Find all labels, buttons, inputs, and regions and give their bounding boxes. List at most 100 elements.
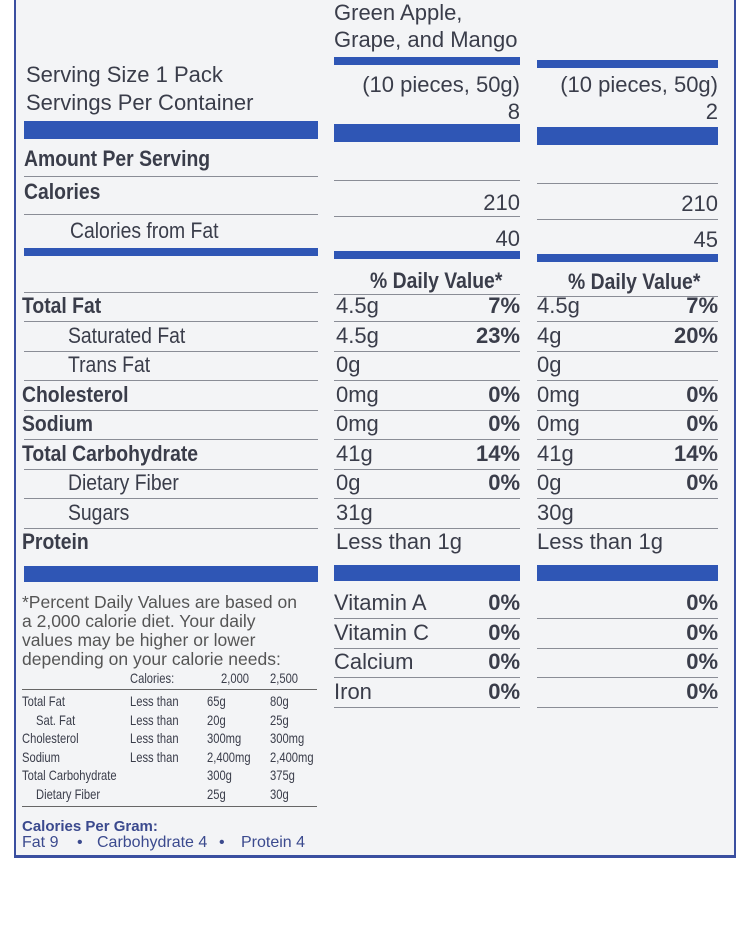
footnote-table-cell: Total Fat — [22, 693, 65, 709]
rule — [334, 180, 520, 181]
nutrient-daily-value: 23% — [475, 322, 520, 348]
rule — [334, 527, 520, 529]
rule — [24, 214, 318, 215]
vitamin-name: Calcium — [334, 649, 414, 674]
calories-from-fat-value: 40 — [495, 226, 520, 251]
thick-divider-bar — [334, 124, 520, 142]
rule — [334, 380, 520, 381]
rule — [537, 618, 718, 619]
nutrient-amount: 0g — [537, 470, 562, 495]
rule — [334, 216, 520, 217]
footnote-text: values may be higher or lower — [22, 630, 256, 650]
rule — [537, 409, 718, 411]
nutrient-daily-value: 7% — [686, 293, 718, 318]
rule — [22, 689, 317, 690]
rule — [537, 439, 718, 440]
rule — [24, 498, 318, 499]
amount-per-serving-label: Amount Per Serving — [24, 146, 211, 171]
divider-bar — [334, 251, 520, 259]
footnote-table-cell: 300mg — [270, 730, 305, 746]
rule — [24, 292, 318, 293]
rule — [537, 498, 718, 499]
nutrient-name: Total Fat — [22, 293, 102, 318]
vitamin-daily-value: 0% — [686, 590, 718, 615]
nutrient-amount: Less than 1g — [537, 529, 663, 554]
footnote-table-cell: Less than — [130, 748, 179, 765]
nutrient-name: Dietary Fiber — [68, 470, 179, 495]
footnote-calories-2500: 2,500 — [270, 670, 299, 686]
bullet-icon: • — [219, 834, 225, 851]
nutrient-name: Total Carbohydrate — [22, 440, 199, 466]
nutrient-daily-value: 0% — [686, 411, 718, 436]
nutrient-daily-value: 14% — [475, 440, 520, 466]
footnote-calories-label: Calories: — [130, 670, 175, 686]
rule — [537, 296, 718, 297]
rule — [537, 706, 718, 708]
nutrient-daily-value: 7% — [488, 293, 520, 318]
nutrient-name: Cholesterol — [22, 381, 129, 407]
footnote-table-cell: 2,400mg — [270, 748, 314, 765]
rule — [334, 498, 520, 499]
vitamin-daily-value: 0% — [686, 649, 718, 674]
nutrient-amount: 4.5g — [336, 322, 379, 348]
nutrient-amount: 0mg — [537, 411, 580, 436]
vitamin-daily-value: 0% — [488, 619, 520, 645]
serving-size-value: (10 pieces, 50g) — [362, 72, 520, 97]
rule — [537, 183, 718, 184]
divider-bar — [537, 254, 718, 262]
serving-size: Serving Size 1 Pack — [26, 62, 223, 87]
rule — [24, 176, 318, 177]
nutrient-daily-value: 20% — [673, 322, 718, 348]
nutrient-daily-value: 0% — [686, 381, 718, 407]
footnote-table-cell: Sat. Fat — [36, 711, 76, 728]
nutrient-daily-value: 14% — [673, 440, 718, 466]
serving-size-value: (10 pieces, 50g) — [560, 72, 718, 97]
product-name: Green Apple, — [334, 0, 463, 25]
rule — [537, 321, 718, 322]
calories-value: 210 — [681, 191, 718, 216]
footnote-table-cell: Cholesterol — [22, 730, 79, 746]
rule — [22, 806, 317, 807]
rule — [537, 527, 718, 529]
nutrient-name: Trans Fat — [68, 352, 151, 377]
rule — [334, 677, 520, 678]
rule — [24, 527, 318, 529]
rule — [24, 321, 318, 322]
footnote-table-cell: 30g — [270, 785, 289, 802]
nutrient-amount: 0mg — [336, 381, 379, 407]
rule — [24, 439, 318, 440]
vitamin-daily-value: 0% — [488, 649, 520, 674]
nutrient-daily-value: 0% — [488, 381, 520, 407]
calories-from-fat-value: 45 — [693, 227, 718, 252]
footnote-table-cell: 20g — [207, 711, 226, 728]
nutrient-name: Sugars — [68, 499, 130, 525]
thick-divider-bar — [24, 566, 318, 582]
calories-per-gram-title: Calories Per Gram: — [22, 818, 158, 835]
footnote-table-cell: Sodium — [22, 748, 60, 765]
rule — [537, 677, 718, 678]
rule — [24, 409, 318, 411]
servings-value: 8 — [507, 99, 520, 124]
vitamin-daily-value: 0% — [686, 678, 718, 704]
nutrient-amount: 41g — [336, 440, 373, 466]
rule — [334, 350, 520, 352]
vitamin-daily-value: 0% — [686, 619, 718, 645]
rule — [537, 350, 718, 352]
nutrient-amount: 41g — [537, 440, 574, 466]
vitamin-name: Iron — [334, 678, 372, 704]
thick-divider-bar — [24, 121, 318, 139]
nutrient-amount: 4.5g — [537, 293, 580, 318]
nutrient-amount: 0mg — [537, 381, 580, 407]
footnote-table-cell: Dietary Fiber — [36, 785, 101, 802]
rule — [334, 409, 520, 411]
bullet-icon: • — [77, 834, 83, 851]
divider-bar — [334, 57, 520, 65]
rule — [334, 439, 520, 440]
daily-value-header: % Daily Value* — [567, 269, 700, 294]
daily-value-header: % Daily Value* — [369, 268, 502, 293]
nutrient-daily-value: 0% — [488, 470, 520, 495]
footnote-table-cell: 25g — [207, 785, 226, 802]
nutrient-amount: Less than 1g — [336, 529, 462, 554]
calories-per-gram-fat: Fat 9 — [22, 834, 59, 851]
divider-bar — [24, 248, 318, 256]
